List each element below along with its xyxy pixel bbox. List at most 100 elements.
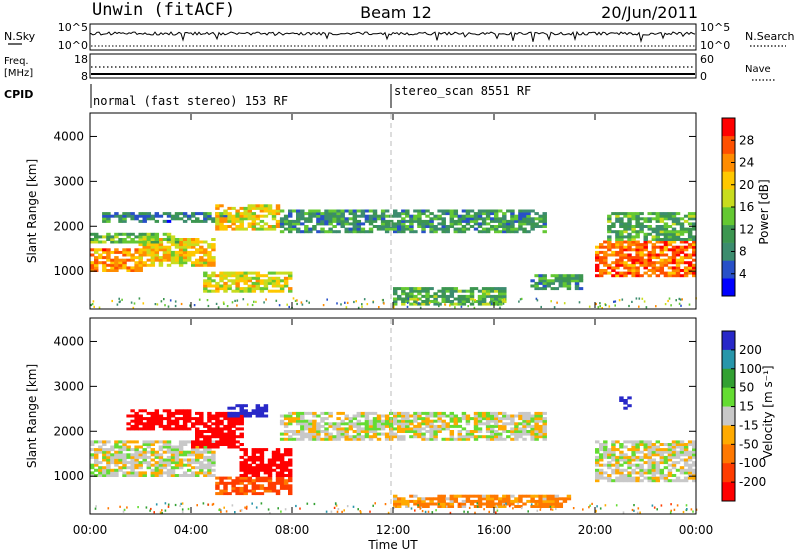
- data-cell: [324, 209, 329, 213]
- data-cell: [421, 300, 426, 303]
- data-cell: [499, 306, 501, 309]
- data-cell: [154, 250, 160, 254]
- data-cell: [477, 302, 483, 306]
- data-cell: [154, 243, 160, 247]
- data-cell: [449, 289, 455, 293]
- data-cell: [671, 245, 677, 249]
- data-cell: [384, 435, 390, 439]
- data-cell: [363, 298, 366, 301]
- data-cell: [663, 479, 669, 483]
- data-cell: [417, 504, 419, 507]
- data-cell: [211, 468, 216, 472]
- data-cell: [356, 411, 362, 415]
- data-cell: [203, 448, 208, 452]
- data-cell: [114, 266, 119, 270]
- data-cell: [611, 245, 616, 249]
- data-cell: [631, 274, 636, 278]
- data-cell: [235, 274, 240, 278]
- data-cell: [316, 435, 321, 439]
- data-cell: [211, 248, 216, 252]
- data-cell: [296, 437, 301, 441]
- data-cell: [166, 411, 172, 415]
- colorbar-swatch: [722, 331, 735, 351]
- data-cell: [615, 235, 620, 239]
- data-cell: [288, 463, 293, 467]
- data-cell: [675, 261, 681, 265]
- data-cell: [405, 214, 410, 218]
- data-cell: [267, 279, 273, 283]
- data-cell: [437, 427, 442, 431]
- data-cell: [604, 303, 607, 307]
- data-cell: [595, 471, 600, 475]
- data-cell: [425, 505, 430, 508]
- data-cell: [530, 414, 535, 418]
- data-cell: [485, 217, 491, 221]
- data-cell: [485, 419, 491, 423]
- data-cell: [239, 411, 244, 415]
- data-cell: [114, 474, 119, 477]
- data-cell: [360, 212, 366, 216]
- data-cell: [251, 217, 257, 221]
- data-cell: [534, 222, 539, 226]
- data-cell: [659, 230, 665, 234]
- data-cell: [453, 222, 459, 226]
- data-cell: [566, 497, 572, 501]
- data-cell: [158, 424, 164, 428]
- data-cell: [449, 225, 455, 228]
- data-cell: [655, 256, 661, 260]
- data-cell: [207, 424, 212, 428]
- data-cell: [203, 281, 208, 285]
- data-cell: [405, 212, 410, 216]
- data-cell: [126, 253, 131, 257]
- data-cell: [627, 227, 632, 231]
- data-cell: [647, 240, 652, 244]
- data-cell: [433, 435, 438, 439]
- data-cell: [288, 222, 293, 226]
- data-cell: [639, 253, 644, 257]
- data-cell: [251, 468, 257, 472]
- data-cell: [465, 499, 471, 503]
- data-cell: [316, 414, 321, 418]
- data-cell: [473, 424, 479, 428]
- data-cell: [441, 294, 446, 298]
- data-cell: [98, 248, 103, 252]
- data-cell: [647, 468, 652, 472]
- data-cell: [692, 248, 697, 252]
- data-cell: [324, 230, 329, 234]
- data-cell: [538, 419, 543, 423]
- data-cell: [483, 508, 485, 511]
- data-cell: [692, 443, 697, 446]
- data-cell: [150, 253, 156, 257]
- data-cell: [288, 453, 293, 457]
- data-cell: [231, 432, 236, 436]
- data-cell: [134, 417, 139, 421]
- data-cell: [195, 443, 200, 446]
- data-cell: [401, 437, 406, 441]
- data-cell: [502, 214, 507, 218]
- data-cell: [279, 437, 285, 441]
- data-cell: [514, 422, 519, 426]
- data-cell: [425, 214, 430, 218]
- colorbar-swatch: [722, 207, 735, 226]
- data-cell: [94, 258, 99, 262]
- data-cell: [419, 507, 422, 510]
- data-cell: [687, 243, 693, 247]
- data-cell: [401, 292, 406, 296]
- data-cell: [207, 279, 212, 283]
- data-cell: [243, 279, 248, 283]
- data-cell: [118, 250, 123, 254]
- data-cell: [154, 414, 160, 418]
- data-cell: [174, 250, 180, 254]
- data-cell: [174, 450, 180, 454]
- data-cell: [182, 219, 188, 223]
- data-cell: [235, 435, 240, 439]
- data-cell: [269, 512, 271, 515]
- data-cell: [219, 222, 224, 226]
- data-cell: [263, 227, 269, 231]
- power-heatmap: [90, 204, 697, 310]
- data-cell: [453, 419, 459, 423]
- data-cell: [518, 225, 523, 228]
- data-cell: [457, 417, 463, 421]
- data-cell: [118, 297, 120, 300]
- data-cell: [154, 253, 160, 257]
